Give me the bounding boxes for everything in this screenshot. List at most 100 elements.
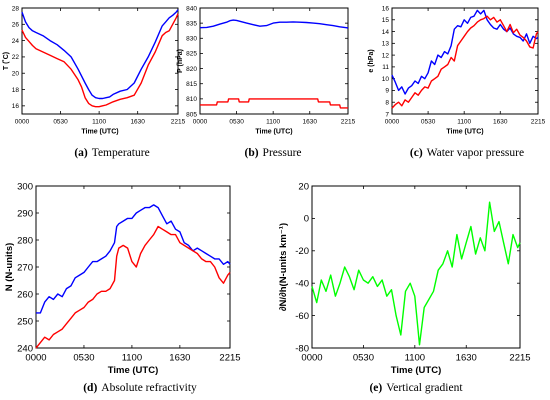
plot-frame-a xyxy=(21,7,179,115)
x-tick-label: 1100 xyxy=(405,353,425,364)
series-line-red xyxy=(200,98,348,109)
panel-e: -80 -60 -40 -20 0 20 0000 0530 1100 1630 2215 Time … xyxy=(278,181,531,394)
y-axis-label: P (hPa) xyxy=(177,49,184,73)
x-tick-label: 2215 xyxy=(219,353,240,364)
y-tick-label: 24 xyxy=(12,38,20,45)
panel-caption-e: (e) Vertical gradient xyxy=(369,382,463,394)
x-tick-label: 1630 xyxy=(169,353,190,364)
caption-text: Vertical gradient xyxy=(386,382,463,394)
y-axis-label: e (hPa) xyxy=(368,49,375,72)
x-tick-label: 0530 xyxy=(73,353,94,364)
x-tick-label: 2215 xyxy=(531,119,546,126)
y-tick-label: 280 xyxy=(17,235,33,246)
y-tick-label: 10 xyxy=(382,76,390,83)
plot-frame-b xyxy=(199,7,349,115)
x-tick-label: 0000 xyxy=(15,119,30,126)
x-tick-label: 2215 xyxy=(509,353,530,364)
y-tick-label: 22 xyxy=(12,54,20,61)
x-tick-label: 0530 xyxy=(229,119,244,126)
series-line-red xyxy=(391,15,539,109)
y-tick-label: 270 xyxy=(17,262,33,273)
panel-caption-b: (b) Pressure xyxy=(244,147,301,159)
y-axis-label: T (˚C) xyxy=(2,52,10,70)
x-tick-label: 0000 xyxy=(193,119,208,126)
series-line-red xyxy=(35,225,231,349)
x-tick-label: 0530 xyxy=(353,353,374,364)
panel-c: 7 8 9 10 11 12 13 14 15 16 0000 0530 1100 1630 2215 Tim… xyxy=(368,5,546,159)
x-tick-label: 0530 xyxy=(53,119,68,126)
x-tick-label: 1630 xyxy=(303,119,318,126)
y-tick-label: 20 xyxy=(12,71,20,78)
series-line-green xyxy=(311,201,521,346)
panel-b: 805 810 815 820 825 830 835 840 0000 0530 1100 1630… xyxy=(177,5,356,159)
caption-text: Water vapor pressure xyxy=(427,147,524,159)
series-line-blue xyxy=(36,204,231,314)
y-tick-label: 26 xyxy=(12,22,20,29)
x-tick-label: 2215 xyxy=(341,119,356,126)
y-tick-label: 830 xyxy=(186,36,197,43)
y-axis-label: N (N-units) xyxy=(4,243,15,292)
y-tick-label: -60 xyxy=(295,311,309,322)
x-tick-label: 1100 xyxy=(266,119,280,126)
x-axis-label: Time (UTC) xyxy=(446,129,483,136)
y-tick-label: 835 xyxy=(186,20,197,27)
panel-caption-c: (c) Water vapor pressure xyxy=(410,147,524,159)
y-tick-label: 16 xyxy=(12,103,20,110)
y-tick-label: 825 xyxy=(186,51,197,58)
x-tick-label: 2215 xyxy=(171,119,186,126)
x-tick-label: 1100 xyxy=(122,353,142,364)
y-tick-label: 7 xyxy=(385,111,389,118)
x-tick-label: 1100 xyxy=(92,119,106,126)
series-line-red xyxy=(21,13,179,108)
y-tick-label: 15 xyxy=(382,17,390,24)
panel-caption-d: (d) Absolute refractivity xyxy=(83,382,197,394)
panel-d: 240 250 260 270 280 290 300 0000 0530 1100 1630 221… xyxy=(4,181,241,394)
y-tick-label: 250 xyxy=(17,316,33,327)
series-line-blue xyxy=(21,9,179,100)
caption-letter: (e) xyxy=(369,382,382,394)
y-tick-label: 815 xyxy=(186,81,197,88)
y-tick-label: 840 xyxy=(186,5,197,12)
x-axis-label: Time (UTC) xyxy=(108,365,159,376)
plot-frame-e xyxy=(311,185,521,349)
caption-text: Absolute refractivity xyxy=(101,382,197,394)
caption-letter: (b) xyxy=(244,147,258,159)
y-tick-label: 8 xyxy=(385,99,389,106)
x-axis-label: Time (UTC) xyxy=(391,365,442,376)
y-tick-label: 300 xyxy=(17,181,33,192)
x-axis-label: Time (UTC) xyxy=(81,129,118,136)
caption-letter: (d) xyxy=(83,382,97,394)
x-tick-label: 1630 xyxy=(493,119,508,126)
panel-a: 16 18 20 22 24 26 28 0000 0530 1100 1630 2215 Time (… xyxy=(2,5,186,159)
series-line-blue xyxy=(199,19,349,29)
x-tick-label: 0530 xyxy=(421,119,436,126)
y-tick-label: 805 xyxy=(186,111,197,118)
x-tick-label: 0000 xyxy=(25,353,46,364)
y-axis-label: ∂N/∂h(N-units km⁻¹) xyxy=(278,223,289,311)
y-tick-label: 28 xyxy=(12,5,20,12)
y-tick-label: 0 xyxy=(304,214,309,225)
y-tick-label: -80 xyxy=(295,343,309,354)
y-tick-label: 12 xyxy=(382,52,390,59)
y-tick-label: -40 xyxy=(295,279,309,290)
y-tick-label: 11 xyxy=(382,64,389,71)
y-tick-label: 820 xyxy=(186,66,197,73)
plot-frame-d xyxy=(35,185,231,349)
y-tick-label: 810 xyxy=(186,96,197,103)
x-axis-label: Time (UTC) xyxy=(255,129,292,136)
x-tick-label: 1630 xyxy=(456,353,477,364)
y-tick-label: 260 xyxy=(17,289,33,300)
y-tick-label: 9 xyxy=(385,88,389,95)
y-tick-label: 13 xyxy=(382,41,390,48)
x-tick-label: 0000 xyxy=(301,353,322,364)
y-tick-label: 290 xyxy=(17,208,33,219)
y-tick-label: 14 xyxy=(382,29,390,36)
y-tick-label: -20 xyxy=(295,246,309,257)
x-tick-label: 0000 xyxy=(385,119,400,126)
series-line-blue xyxy=(391,9,539,95)
y-tick-label: 16 xyxy=(382,5,390,12)
caption-text: Pressure xyxy=(263,147,302,159)
caption-text: Temperature xyxy=(92,147,150,159)
panel-caption-a: (a) Temperature xyxy=(74,147,149,159)
